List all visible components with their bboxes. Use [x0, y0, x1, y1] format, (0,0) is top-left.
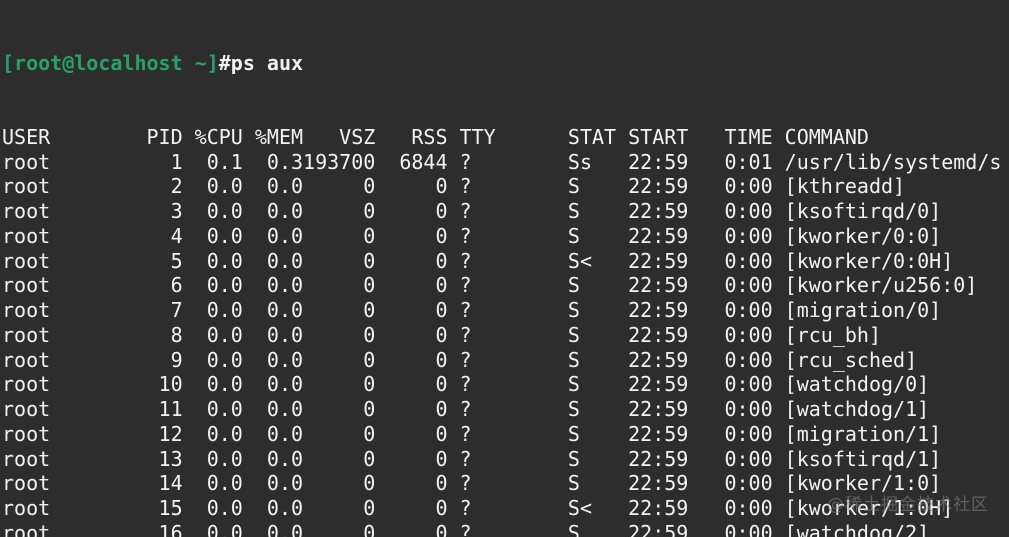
process-row: root 3 0.0 0.0 0 0 ? S 22:59 0:00 [ksoft…	[2, 199, 942, 223]
process-row: root 7 0.0 0.0 0 0 ? S 22:59 0:00 [migra…	[2, 298, 942, 322]
process-row: root 5 0.0 0.0 0 0 ? S< 22:59 0:00 [kwor…	[2, 248, 954, 273]
typed-command: #ps aux	[218, 50, 304, 75]
shell-prompt: [root@localhost ~]	[2, 50, 219, 75]
process-row: root 15 0.0 0.0 0 0 ? S< 22:59 0:00 [kwo…	[2, 496, 954, 520]
process-row: root 12 0.0 0.0 0 0 ? S 22:59 0:00 [migr…	[2, 421, 942, 446]
prompt-line: [root@localhost ~]#ps aux	[2, 51, 1001, 76]
process-row: root 9 0.0 0.0 0 0 ? S 22:59 0:00 [rcu_s…	[2, 347, 918, 372]
process-row: root 4 0.0 0.0 0 0 ? S 22:59 0:00 [kwork…	[2, 223, 942, 248]
process-row: root 13 0.0 0.0 0 0 ? S 22:59 0:00 [ksof…	[2, 446, 942, 471]
process-row: root 16 0.0 0.0 0 0 ? S 22:59 0:00 [watc…	[2, 520, 930, 537]
process-row: root 14 0.0 0.0 0 0 ? S 22:59 0:00 [kwor…	[2, 471, 942, 496]
process-row: root 6 0.0 0.0 0 0 ? S 22:59 0:00 [kwork…	[2, 273, 978, 298]
process-row: root 10 0.0 0.0 0 0 ? S 22:59 0:00 [watc…	[2, 372, 930, 397]
ps-output: USER PID %CPU %MEM VSZ RSS TTY STAT STAR…	[2, 125, 1001, 537]
process-row: root 2 0.0 0.0 0 0 ? S 22:59 0:00 [kthre…	[2, 174, 906, 199]
process-row: root 11 0.0 0.0 0 0 ? S 22:59 0:00 [watc…	[2, 397, 930, 421]
process-row: root 8 0.0 0.0 0 0 ? S 22:59 0:00 [rcu_b…	[2, 322, 881, 347]
ps-header-row: USER PID %CPU %MEM VSZ RSS TTY STAT STAR…	[2, 124, 869, 149]
process-row: root 1 0.1 0.3193700 6844 ? Ss 22:59 0:0…	[2, 149, 1002, 174]
